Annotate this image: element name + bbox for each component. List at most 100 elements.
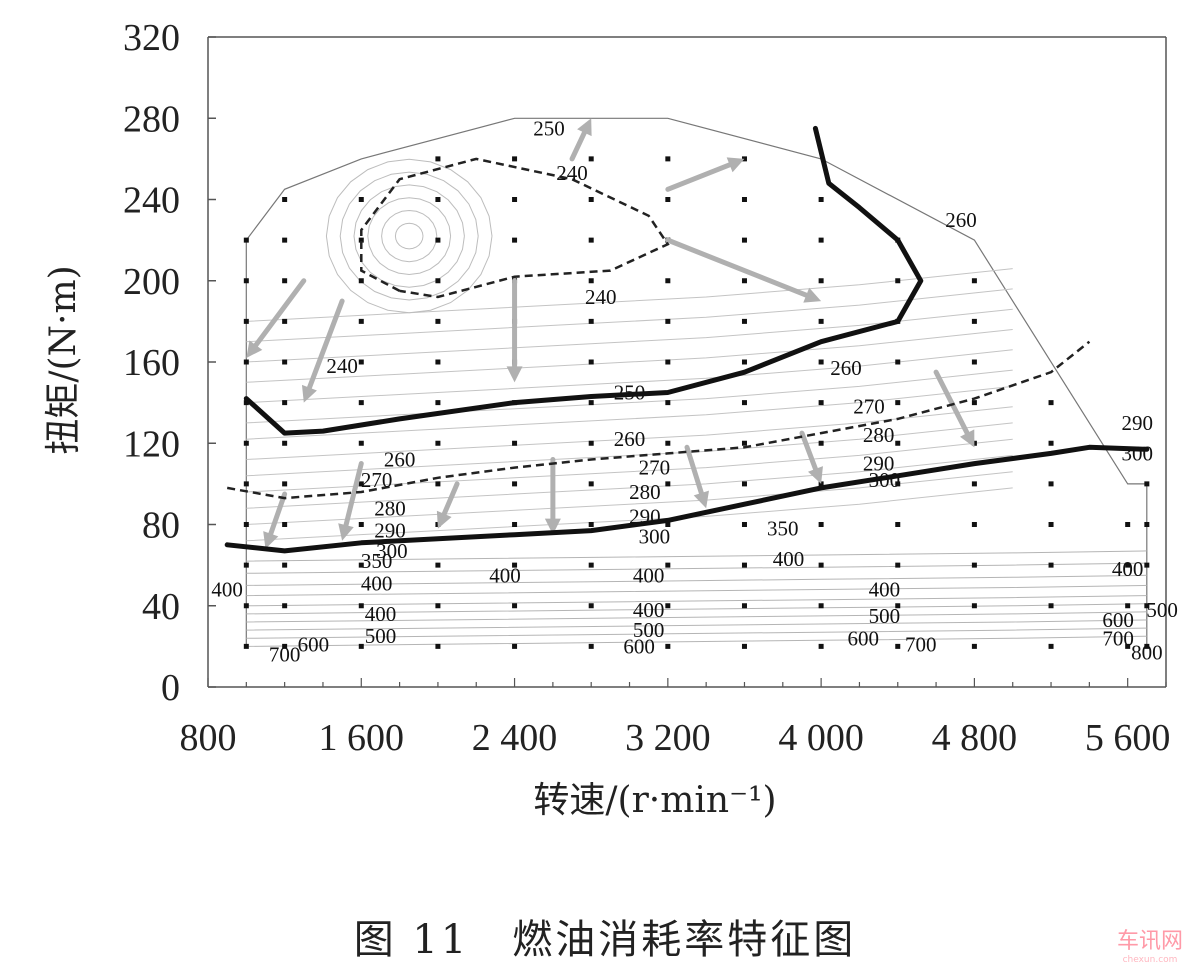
operating-point [358, 278, 364, 284]
operating-point [512, 440, 518, 446]
operating-point [282, 197, 288, 202]
trend-arrow-shaft [343, 461, 364, 528]
y-tick-label: 280 [123, 98, 180, 140]
operating-point [588, 481, 594, 487]
trend-arrow-shaft [799, 430, 818, 472]
operating-point [512, 237, 518, 243]
operating-point [895, 440, 901, 446]
fine-contour-line [246, 268, 1013, 322]
contour-value-label: 240 [556, 161, 588, 185]
dashed-contour [360, 157, 670, 299]
svg-text:车讯网: 车讯网 [1117, 929, 1183, 954]
contour-value-label: 260 [945, 208, 977, 232]
operating-point [1048, 400, 1054, 406]
fine-contour-line [246, 329, 1013, 383]
operating-point [435, 603, 441, 609]
contour-value-label: 500 [633, 618, 665, 642]
operating-point [282, 562, 288, 568]
trend-arrow-head [960, 429, 975, 448]
fine-contour-line [246, 471, 1013, 525]
operating-point [1144, 643, 1150, 649]
trend-arrow-head [506, 366, 523, 383]
operating-point [1048, 522, 1054, 527]
operating-point [818, 643, 824, 649]
contour-value-label: 290 [1122, 411, 1154, 435]
x-tick-label: 800 [180, 717, 237, 759]
operating-point [1125, 562, 1131, 568]
y-tick-label: 40 [142, 586, 180, 628]
operating-point [818, 522, 824, 527]
trend-arrow-head [301, 384, 317, 403]
trend-arrow-shaft [665, 237, 809, 298]
operating-point [435, 156, 441, 162]
contour-value-label: 400 [361, 571, 393, 595]
operating-point [588, 359, 594, 365]
y-axis-title: 扭矩/(N·m) [43, 265, 84, 454]
contour-value-label: 290 [629, 504, 661, 528]
operating-point [588, 522, 594, 527]
contour-value-label: 700 [905, 632, 937, 656]
operating-point [971, 278, 977, 284]
operating-point [435, 237, 441, 243]
contour-value-label: 250 [533, 116, 565, 140]
y-tick-label: 120 [123, 423, 180, 465]
contour-value-label: 350 [361, 549, 393, 573]
operating-point [282, 643, 288, 649]
fine-contour-island [381, 209, 438, 263]
operating-point [665, 562, 671, 568]
operating-point [895, 522, 901, 527]
fine-contour-lines [246, 158, 1147, 647]
contour-value-label: 300 [1122, 441, 1154, 465]
contour-value-label: 400 [869, 578, 901, 602]
operating-point [512, 562, 518, 568]
operating-point [588, 643, 594, 649]
contour-value-label: 400 [633, 563, 665, 587]
operating-point [665, 318, 671, 324]
operating-point [512, 156, 518, 162]
trend-arrow-head [263, 531, 279, 549]
operating-point [243, 643, 249, 649]
dashed-contour [226, 340, 1091, 500]
operating-point [435, 562, 441, 568]
contour-value-label: 240 [326, 354, 358, 378]
contour-value-label: 270 [639, 456, 671, 480]
operating-point [1048, 603, 1054, 609]
trend-arrow-head [338, 523, 354, 541]
fine-contour-line [246, 584, 1147, 597]
operating-point [971, 359, 977, 365]
contour-value-label: 260 [830, 356, 862, 380]
operating-point [818, 603, 824, 609]
operating-point [665, 522, 671, 527]
contour-value-label: 240 [585, 285, 617, 309]
trend-arrow-shaft [665, 162, 733, 192]
dashed-contours [226, 157, 1091, 500]
operating-point [243, 318, 249, 324]
operating-point [243, 400, 249, 406]
contour-value-label: 280 [629, 480, 661, 504]
fine-contour-line [246, 369, 1013, 424]
contour-value-label: 700 [269, 643, 301, 667]
operating-point [971, 440, 977, 446]
envelope-boundary [245, 117, 1148, 647]
operating-point [512, 481, 518, 487]
y-tick-label: 240 [123, 180, 180, 222]
operating-point [1048, 481, 1054, 487]
operating-point [741, 278, 747, 284]
contour-value-label: 400 [1112, 557, 1144, 581]
trend-arrow-head [726, 157, 745, 173]
contour-value-label: 300 [639, 525, 671, 549]
operating-point [435, 197, 441, 202]
y-tick-label: 200 [123, 261, 180, 303]
fine-contour-line [246, 574, 1147, 586]
operating-point [1144, 603, 1150, 609]
operating-point [588, 318, 594, 324]
contour-value-label: 280 [863, 423, 895, 447]
contour-value-label: 600 [848, 626, 880, 650]
operating-point [741, 400, 747, 406]
operating-point [282, 278, 288, 284]
operating-point [971, 318, 977, 324]
operating-point [895, 359, 901, 365]
operating-point [588, 237, 594, 243]
operating-point [971, 522, 977, 527]
fine-contour-island [367, 197, 452, 276]
